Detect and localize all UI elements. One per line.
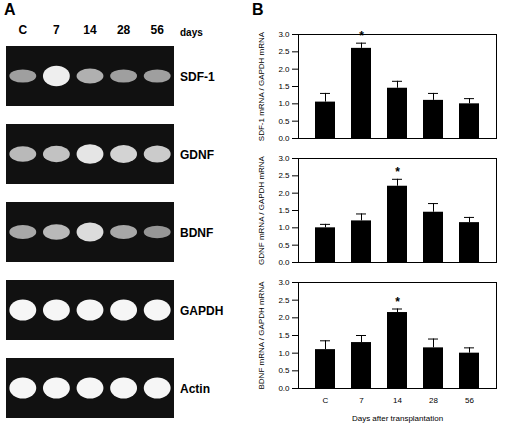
svg-text:Days after transplantation: Days after transplantation (352, 414, 443, 423)
svg-text:7: 7 (359, 396, 364, 405)
svg-text:2.5: 2.5 (278, 171, 290, 180)
svg-text:*: * (359, 29, 364, 43)
svg-text:56: 56 (151, 23, 165, 37)
svg-text:1.0: 1.0 (278, 99, 290, 108)
svg-text:56: 56 (465, 396, 474, 405)
svg-text:BDNF: BDNF (180, 226, 213, 240)
svg-text:*: * (395, 165, 400, 179)
svg-text:1.0: 1.0 (278, 223, 290, 232)
svg-text:2.5: 2.5 (278, 47, 290, 56)
svg-text:days: days (180, 27, 203, 38)
svg-text:14: 14 (83, 23, 97, 37)
svg-text:7: 7 (53, 23, 60, 37)
svg-text:3.0: 3.0 (278, 278, 290, 287)
svg-text:3.0: 3.0 (278, 154, 290, 163)
svg-text:28: 28 (429, 396, 438, 405)
svg-text:C: C (18, 23, 27, 37)
svg-text:BDNF mRNA / GAPDH mRNA: BDNF mRNA / GAPDH mRNA (257, 281, 266, 390)
svg-text:28: 28 (117, 23, 131, 37)
svg-text:2.0: 2.0 (278, 65, 290, 74)
svg-text:0.5: 0.5 (278, 117, 290, 126)
svg-text:1.5: 1.5 (278, 82, 290, 91)
svg-text:SDF-1 mRNA / GAPDH mRNA: SDF-1 mRNA / GAPDH mRNA (257, 31, 266, 141)
svg-text:1.5: 1.5 (278, 331, 290, 340)
svg-text:14: 14 (393, 396, 402, 405)
svg-text:2.0: 2.0 (278, 313, 290, 322)
svg-text:GDNF mRNA / GAPDH mRNA: GDNF mRNA / GAPDH mRNA (257, 155, 266, 265)
svg-text:SDF-1: SDF-1 (180, 70, 215, 84)
svg-text:*: * (395, 295, 400, 309)
svg-text:0.5: 0.5 (278, 366, 290, 375)
svg-text:Actin: Actin (180, 382, 210, 396)
html-text:B: B (252, 1, 264, 18)
svg-text:2.0: 2.0 (278, 189, 290, 198)
html-text:A: A (4, 1, 16, 18)
svg-text:2.5: 2.5 (278, 296, 290, 305)
svg-text:3.0: 3.0 (278, 30, 290, 39)
svg-text:0.0: 0.0 (278, 258, 290, 267)
svg-text:GDNF: GDNF (180, 148, 214, 162)
svg-text:1.5: 1.5 (278, 206, 290, 215)
svg-text:GAPDH: GAPDH (180, 304, 223, 318)
svg-text:C: C (323, 396, 329, 405)
svg-text:0.5: 0.5 (278, 241, 290, 250)
svg-text:0.0: 0.0 (278, 384, 290, 393)
svg-text:0.0: 0.0 (278, 134, 290, 143)
svg-text:1.0: 1.0 (278, 349, 290, 358)
